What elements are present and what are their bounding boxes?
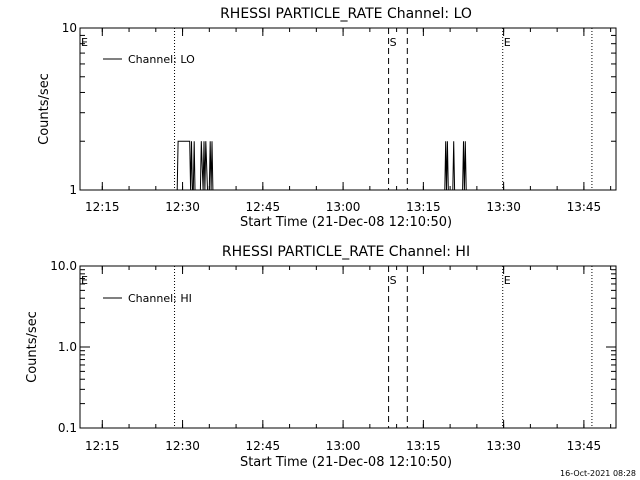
x-tick-label: 13:15 (406, 439, 441, 453)
x-tick-label: 13:15 (406, 200, 441, 214)
marker-label: E (81, 36, 88, 49)
series-line (174, 140, 467, 191)
y-tick-label: 0.1 (58, 421, 77, 435)
x-axis: 12:15 12:30 12:45 13:00 13:15 13:30 13:45 (85, 28, 612, 214)
y-tick-label: 10 (62, 21, 77, 35)
y-axis-label: Counts/sec (25, 311, 40, 383)
plot-frame (79, 27, 617, 191)
marker-label: S (390, 36, 397, 49)
footer-timestamp: 16-Oct-2021 08:28 (560, 469, 636, 478)
x-tick-label: 12:30 (165, 200, 200, 214)
x-tick-label: 13:30 (486, 200, 521, 214)
marker-label: S (390, 274, 397, 287)
x-tick-label: 12:45 (246, 200, 281, 214)
y-axis-label: Counts/sec (37, 73, 52, 145)
marker-label: E (504, 36, 511, 49)
x-tick-label: 13:45 (567, 439, 602, 453)
legend: Channel: HI (103, 292, 192, 305)
x-tick-label: 12:30 (165, 439, 200, 453)
x-axis-label: Start Time (21-Dec-08 12:10:50) (240, 455, 452, 470)
marker-label: E (504, 274, 511, 287)
legend: Channel: LO (103, 53, 195, 66)
legend-label: Channel: LO (128, 53, 195, 66)
chart-title: RHESSI PARTICLE_RATE Channel: LO (220, 6, 472, 22)
x-tick-label: 12:45 (246, 439, 281, 453)
x-tick-label: 13:45 (567, 200, 602, 214)
x-tick-label: 12:15 (85, 439, 120, 453)
y-axis: 1 10 (62, 21, 616, 197)
plot-frame (79, 265, 617, 429)
y-axis: 0.1 1.0 10.0 (50, 259, 616, 435)
series-lines (174, 140, 467, 191)
marker-label: E (81, 274, 88, 287)
x-tick-label: 12:15 (85, 200, 120, 214)
x-axis-label: Start Time (21-Dec-08 12:10:50) (240, 215, 452, 230)
x-axis: 12:15 12:30 12:45 13:00 13:15 13:30 13:45 (85, 266, 612, 453)
x-tick-label: 13:00 (326, 439, 361, 453)
x-tick-label: 13:00 (326, 200, 361, 214)
y-tick-label: 1.0 (58, 340, 77, 354)
y-tick-label: 1 (69, 183, 77, 197)
chart-panel-lo: RHESSI PARTICLE_RATE Channel: LO E S E 12:… (37, 6, 617, 230)
y-tick-label: 10.0 (50, 259, 77, 273)
chart-title: RHESSI PARTICLE_RATE Channel: HI (222, 244, 470, 260)
legend-label: Channel: HI (128, 292, 192, 305)
chart-panel-hi: RHESSI PARTICLE_RATE Channel: HI E S E 12:… (25, 244, 617, 470)
x-tick-label: 13:30 (486, 439, 521, 453)
